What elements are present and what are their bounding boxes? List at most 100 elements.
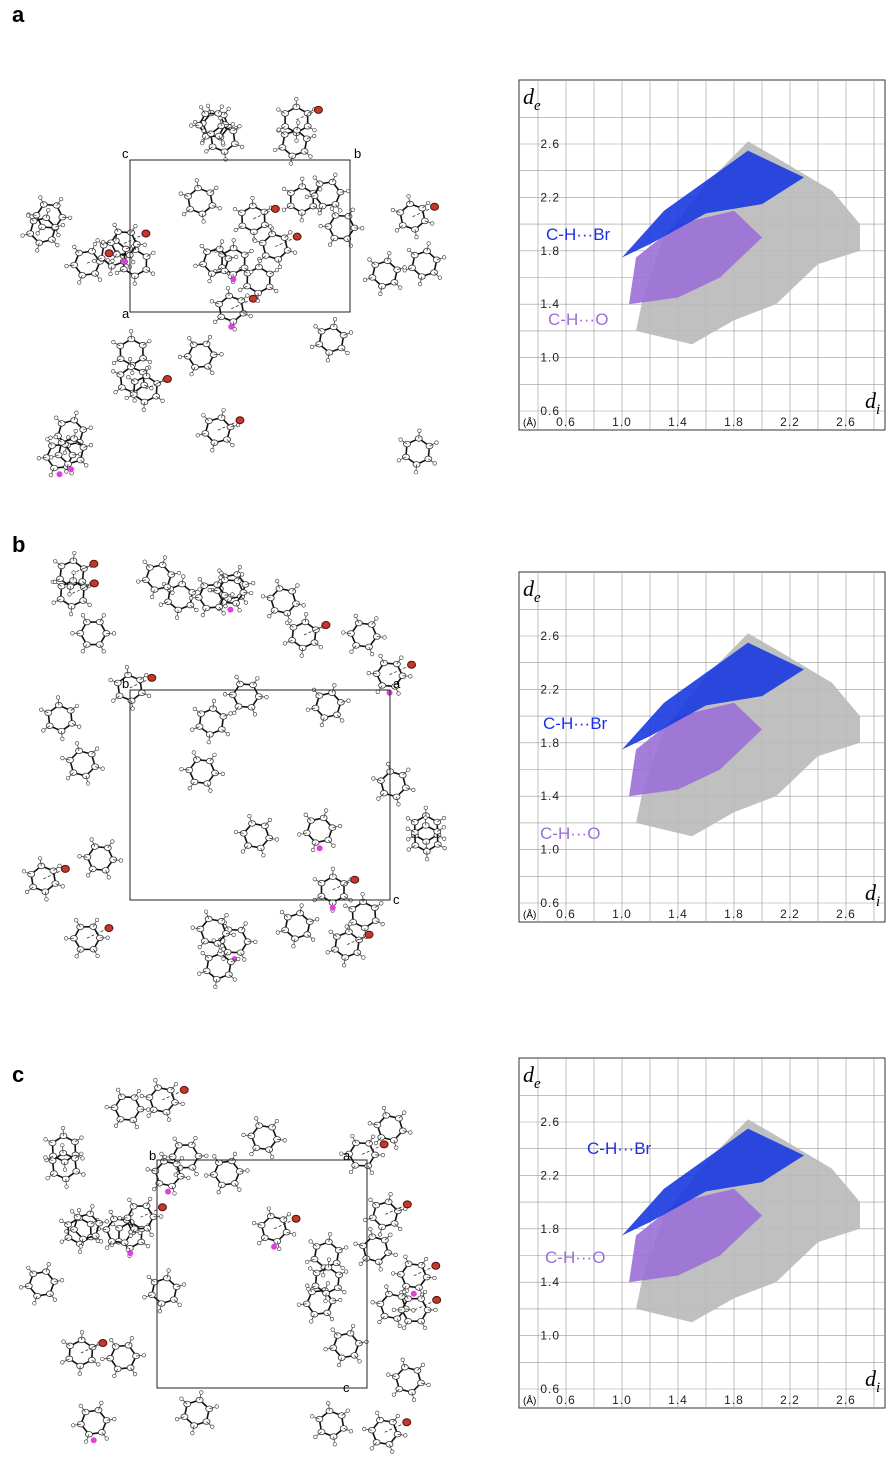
oxygen (163, 375, 171, 382)
hydrogen (345, 925, 349, 929)
oxygen (380, 1141, 388, 1148)
hydrogen (208, 335, 212, 339)
atom (34, 1293, 41, 1299)
hydrogen (210, 448, 214, 452)
hydrogen (381, 922, 385, 926)
cell-axis-label: b (354, 146, 361, 161)
hydrogen (109, 1210, 113, 1214)
hydrogen (210, 1425, 214, 1429)
hydrogen (269, 225, 273, 229)
hydrogen (65, 470, 69, 474)
hydrogen (119, 859, 123, 863)
hydrogen (254, 1117, 258, 1121)
hydrogen (133, 399, 137, 403)
oxygen (90, 580, 98, 587)
oxygen (158, 1204, 166, 1211)
hydrogen (91, 1205, 95, 1209)
hydrogen (116, 1088, 120, 1092)
hydrogen (233, 978, 237, 982)
hydrogen (114, 390, 118, 394)
hydrogen (328, 243, 332, 247)
hydrogen (283, 1139, 287, 1143)
hydrogen (69, 612, 73, 616)
hydrogen (89, 443, 93, 447)
hydrogen (126, 1248, 130, 1252)
atom (121, 1240, 128, 1246)
hydrogen (388, 251, 392, 255)
atom (416, 1285, 423, 1291)
hydrogen (68, 216, 72, 220)
phosphorus (271, 1244, 277, 1250)
phosphorus (317, 845, 323, 851)
hydrogen (175, 1417, 179, 1421)
hydrogen (177, 571, 181, 575)
hydrogen (408, 675, 412, 679)
hydrogen (363, 278, 367, 282)
hydrogen (398, 286, 402, 290)
hydrogen (433, 462, 437, 466)
hydrogen (407, 195, 411, 199)
hydrogen (287, 1212, 291, 1216)
hydrogen (105, 1220, 109, 1224)
hydrogen (435, 441, 439, 445)
atom (351, 1353, 358, 1359)
hydrogen (238, 288, 242, 292)
hydrogen (324, 809, 328, 813)
hydrogen (226, 732, 230, 736)
hydrogen (159, 603, 163, 607)
x-tick-label: 0.6 (556, 415, 576, 429)
oxygen (61, 865, 69, 872)
hydrogen (267, 614, 271, 618)
atom (274, 1239, 281, 1245)
x-axis-sub: i (876, 894, 880, 910)
hydrogen (396, 1414, 400, 1418)
hydrogen (238, 124, 242, 128)
y-tick-label: 2.2 (540, 682, 560, 696)
hydrogen (300, 219, 304, 223)
oxygen (408, 661, 416, 668)
hydrogen (37, 456, 41, 460)
hydrogen (128, 357, 132, 361)
hydrogen (312, 134, 316, 138)
hydrogen (61, 885, 65, 889)
figure: acba2.62.21.81.41.00.60.61.01.41.82.22.6… (0, 0, 887, 1471)
hydrogen (95, 747, 99, 751)
hydrogen (62, 1340, 66, 1344)
hydrogen (148, 1197, 152, 1201)
atom (394, 1316, 401, 1322)
hydrogen (442, 816, 446, 820)
hydrogen (142, 408, 146, 412)
hydrogen (196, 434, 200, 438)
hydrogen (253, 239, 257, 243)
hydrogen (191, 926, 195, 930)
hydrogen (208, 588, 212, 592)
hydrogen (125, 665, 129, 669)
hydrogen (251, 196, 255, 200)
hydrogen (129, 329, 133, 333)
hydrogen (135, 1125, 139, 1129)
atom (408, 1389, 415, 1395)
hydrogen (275, 838, 279, 842)
hydrogen (142, 1353, 146, 1357)
hydrogen (215, 1405, 219, 1409)
hydrogen (361, 892, 365, 896)
hydrogen (147, 1275, 151, 1279)
hydrogen (277, 1247, 281, 1251)
hydrogen (158, 1309, 162, 1313)
atom (399, 1128, 406, 1134)
hydrogen (78, 1372, 82, 1376)
hydrogen (332, 844, 336, 848)
hydrogen (270, 1155, 274, 1159)
hydrogen (88, 603, 92, 607)
hydrogen (252, 1221, 256, 1225)
hydrogen (101, 767, 105, 771)
hydrogen (219, 576, 223, 580)
hydrogen (231, 593, 235, 597)
hydrogen (101, 1357, 105, 1361)
hydrogen (268, 818, 272, 822)
hydrogen (195, 179, 199, 183)
hydrogen (234, 228, 238, 232)
hydrogen (278, 265, 282, 269)
hydrogen (125, 396, 129, 400)
oxygen (432, 1262, 440, 1269)
